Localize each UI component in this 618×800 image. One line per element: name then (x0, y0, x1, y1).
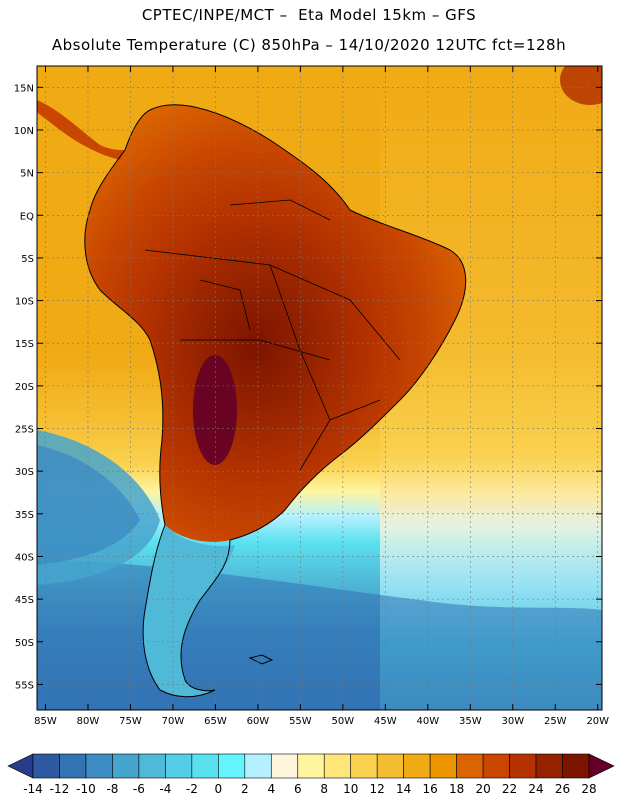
temperature-map: 85W 80W 75W 70W 65W 60W 55W 50W 45W 40W 35W 30W 25W 2… (14, 65, 609, 727)
colorbar-label: 26 (555, 782, 570, 796)
colorbar-label: 10 (343, 782, 358, 796)
map-title-line1: CPTEC/INPE/MCT – Eta Model 15km – GFS (141, 6, 477, 24)
lon-label: 30W (501, 716, 524, 727)
lat-label: 5N (20, 169, 34, 180)
lat-label: 55S (15, 680, 34, 691)
colorbar-cell (323, 753, 352, 779)
lon-label: 45W (374, 716, 397, 727)
colorbar-cell (482, 753, 510, 779)
lon-label: 35W (459, 716, 482, 727)
colorbar-label: -2 (186, 782, 198, 796)
lat-label: 30S (15, 467, 34, 478)
lat-label: 10S (15, 297, 34, 308)
lat-label: 10N (14, 126, 34, 137)
lon-label: 55W (289, 716, 312, 727)
colorbar-label: 4 (267, 782, 275, 796)
coastline (84, 104, 467, 698)
colorbar-cell (535, 753, 563, 779)
colorbar-cell (509, 753, 537, 779)
colorbar-cell (562, 753, 590, 779)
lat-label: 35S (15, 510, 34, 521)
colorbar-label: -8 (106, 782, 118, 796)
graticule (37, 66, 602, 710)
colorbar-label: 8 (320, 782, 328, 796)
cold-core-sw (37, 445, 140, 565)
colorbar-cell (218, 753, 246, 779)
lat-label: 45S (15, 595, 34, 606)
colorbar-label: 20 (475, 782, 490, 796)
colorbar-cell (403, 753, 431, 779)
colorbar: -14 -12 -10 -8 -6 -4 -2 0 2 4 6 8 10 12 14 16 18 20 22 24 26… (7, 753, 615, 796)
colorbar-cell (59, 753, 87, 779)
colorbar-label: -6 (133, 782, 145, 796)
colorbar-arrow-high (588, 753, 615, 779)
colorbar-cell (297, 753, 325, 779)
colorbar-cell (191, 753, 219, 779)
colorbar-cell (429, 753, 457, 779)
colorbar-cell (376, 753, 404, 779)
colorbar-labels: -14 -12 -10 -8 -6 -4 -2 0 2 4 6 8 10 12 14 16 18 20 22 24 26… (23, 782, 596, 796)
lat-label: 15N (14, 83, 34, 94)
colorbar-cell (244, 753, 272, 779)
warm-region-ne (560, 66, 602, 105)
lon-label: 25W (544, 716, 567, 727)
lat-label: 25S (15, 425, 34, 436)
colorbar-label: 18 (449, 782, 464, 796)
lat-label: 15S (15, 339, 34, 350)
longitude-labels: 85W 80W 75W 70W 65W 60W 55W 50W 45W 40W 35W 30W 25W 2… (34, 716, 609, 727)
colorbar-cell (456, 753, 484, 779)
lon-label: 20W (586, 716, 609, 727)
colorbar-cell (85, 753, 113, 779)
colorbar-arrow-low (7, 753, 34, 779)
lon-label: 60W (247, 716, 270, 727)
latitude-labels: 15N 10N 5N EQ 5S 10S 15S 20S 25S 30S 35S 40S 45S 50S 5… (14, 83, 34, 691)
hot-core (193, 355, 237, 465)
colorbar-label: -10 (76, 782, 96, 796)
colorbar-label: 22 (502, 782, 517, 796)
lon-label: 50W (332, 716, 355, 727)
map-frame (36, 65, 603, 711)
central-america-land (37, 100, 125, 160)
colorbar-cell (32, 753, 60, 779)
colorbar-label: 12 (370, 782, 385, 796)
lon-label: 80W (77, 716, 100, 727)
country-borders (144, 199, 401, 471)
lon-label: 75W (119, 716, 142, 727)
colorbar-cell (112, 753, 140, 779)
colorbar-label: 14 (396, 782, 411, 796)
colorbar-cell (165, 753, 193, 779)
lat-label: 50S (15, 638, 34, 649)
colorbar-label: 28 (581, 782, 596, 796)
colorbar-label: 24 (528, 782, 543, 796)
colorbar-cells (7, 753, 615, 779)
lat-label: 20S (15, 382, 34, 393)
colorbar-label: 16 (423, 782, 438, 796)
colorbar-label: -14 (23, 782, 43, 796)
colorbar-label: 6 (294, 782, 302, 796)
colorbar-label: 0 (215, 782, 223, 796)
lon-label: 65W (204, 716, 227, 727)
map-title-line2: Absolute Temperature (C) 850hPa – 14/10/… (51, 36, 567, 54)
lat-label: EQ (20, 211, 34, 222)
lat-label: 40S (15, 552, 34, 563)
colorbar-label: -4 (159, 782, 171, 796)
colorbar-cell (270, 753, 299, 779)
lon-label: 85W (34, 716, 57, 727)
colorbar-label: -12 (50, 782, 70, 796)
colorbar-cell (138, 753, 166, 779)
lon-label: 70W (162, 716, 185, 727)
axis-ticks (37, 66, 602, 710)
patagonia-land (143, 525, 235, 697)
lat-label: 5S (21, 254, 34, 265)
south-america-land (84, 104, 466, 542)
lon-label: 40W (417, 716, 440, 727)
colorbar-cell (350, 753, 378, 779)
colorbar-label: 2 (241, 782, 249, 796)
